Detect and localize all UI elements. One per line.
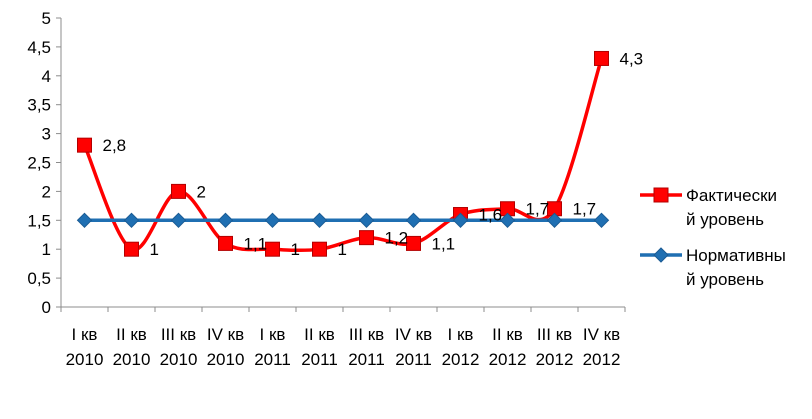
data-point-square — [312, 241, 327, 257]
legend-marker — [653, 247, 669, 263]
x-tick-label: 2012 — [583, 350, 621, 369]
x-tick-label: 2012 — [489, 350, 527, 369]
data-label: 1,7 — [526, 200, 550, 219]
series-line — [82, 57, 604, 253]
data-point-diamond — [593, 212, 610, 229]
y-tick-label: 2 — [42, 182, 51, 201]
legend-label: й уровень — [686, 210, 764, 229]
data-point-diamond — [311, 212, 328, 229]
x-tick-label: 2011 — [395, 350, 432, 369]
x-tick-label: 2011 — [348, 350, 385, 369]
legend-item-actual: Фактически й уровень — [640, 186, 777, 229]
data-point-square — [124, 241, 139, 257]
data-point-diamond — [76, 212, 93, 229]
data-point-square — [218, 235, 233, 251]
data-label: 1,7 — [573, 200, 597, 219]
data-label: 2,8 — [103, 136, 127, 155]
data-point-diamond — [499, 212, 516, 229]
x-tick-label: 2012 — [442, 350, 480, 369]
legend-item-normative: Нормативны й уровень — [640, 246, 786, 289]
legend-label: й уровень — [686, 270, 764, 289]
series-normative — [76, 212, 610, 229]
data-label: 1 — [338, 240, 347, 259]
y-tick-label: 3,5 — [27, 96, 51, 115]
data-point-diamond — [217, 212, 234, 229]
x-tick-label: 2011 — [254, 350, 291, 369]
data-label: 2 — [197, 182, 206, 201]
data-point-diamond — [358, 212, 375, 229]
x-tick-label: IV кв — [395, 325, 432, 344]
series-actual — [77, 50, 609, 257]
chart-legend: Фактически й уровень Нормативны й уровень — [640, 186, 786, 289]
x-tick-label: I кв — [72, 325, 98, 344]
data-label: 1 — [150, 240, 159, 259]
x-tick-label: III кв — [161, 325, 196, 344]
x-tick-label: 2011 — [301, 350, 338, 369]
x-tick-label: 2010 — [66, 350, 104, 369]
data-point-square — [359, 230, 374, 246]
x-tick-label: I кв — [448, 325, 474, 344]
x-tick-label: 2012 — [536, 350, 574, 369]
x-tick-label: III кв — [537, 325, 572, 344]
y-tick-label: 3 — [42, 125, 51, 144]
data-point-diamond — [264, 212, 281, 229]
x-tick-label: 2010 — [207, 350, 245, 369]
data-label: 1,6 — [479, 206, 503, 225]
x-tick-label: II кв — [492, 325, 523, 344]
y-tick-label: 2,5 — [27, 154, 51, 173]
x-tick-label: IV кв — [583, 325, 620, 344]
data-label: 1,1 — [244, 234, 268, 253]
y-tick-label: 0 — [42, 298, 51, 317]
y-tick-label: 4,5 — [27, 38, 51, 57]
y-tick-label: 5 — [42, 9, 51, 28]
data-point-diamond — [123, 212, 140, 229]
data-point-square — [594, 50, 609, 66]
x-tick-label: IV кв — [207, 325, 244, 344]
data-point-square — [77, 137, 92, 153]
legend-label: Фактически — [686, 186, 777, 205]
data-label: 4,3 — [620, 49, 644, 68]
legend-marker — [653, 187, 669, 203]
y-tick-label: 4 — [42, 67, 51, 86]
chart-data-labels: 2,8 1 2 1,1 1 1 1,2 1,1 1,6 1,7 1,7 4,3 — [103, 49, 644, 259]
chart-axes: 0 0,5 1 1,5 2 2,5 3 3,5 4 4,5 5 I кв 2010 II кв 2010 II… — [27, 9, 626, 369]
data-point-diamond — [405, 212, 422, 229]
data-point-diamond — [170, 212, 187, 229]
chart-series — [76, 50, 610, 257]
data-point-square — [171, 183, 186, 199]
y-tick-label: 0,5 — [27, 269, 51, 288]
data-point-diamond — [546, 212, 563, 229]
x-tick-label: III кв — [349, 325, 384, 344]
data-point-square — [406, 235, 421, 251]
data-point-diamond — [452, 212, 469, 229]
data-label: 1,2 — [385, 229, 409, 248]
x-tick-label: II кв — [116, 325, 147, 344]
data-label: 1,1 — [432, 234, 456, 253]
x-tick-label: 2010 — [113, 350, 151, 369]
data-point-square — [265, 241, 280, 257]
y-tick-label: 1 — [42, 240, 51, 259]
x-tick-label: 2010 — [160, 350, 198, 369]
legend-label: Нормативны — [686, 246, 786, 265]
x-tick-label: II кв — [304, 325, 335, 344]
x-tick-label: I кв — [260, 325, 286, 344]
data-label: 1 — [291, 240, 300, 259]
y-tick-label: 1,5 — [27, 211, 51, 230]
